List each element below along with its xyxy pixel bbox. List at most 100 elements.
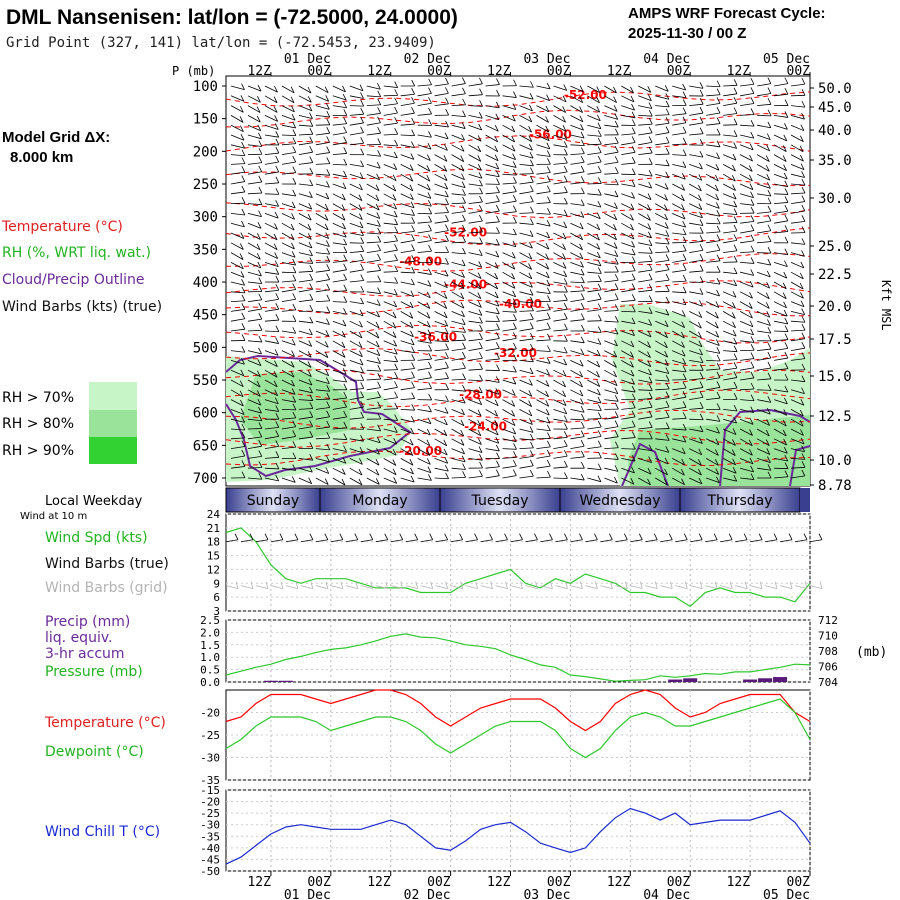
wind-barb-flag <box>664 320 669 327</box>
wind-barb-flag <box>765 429 770 437</box>
wind-barb-flag <box>530 159 534 166</box>
wind-barb-flag <box>598 314 602 321</box>
wind-barb-flag <box>309 386 313 394</box>
wind-barb-flag <box>563 141 568 148</box>
wind-barb-flag <box>530 343 534 351</box>
wind-barb <box>536 418 551 424</box>
wind-barb <box>400 320 414 329</box>
wind-barb-flag <box>496 195 500 202</box>
legend-temperature-2: Temperature (°C) <box>44 715 166 731</box>
wind-barb-10m-flag <box>758 533 763 540</box>
wind-barb <box>570 171 585 175</box>
wind-barb-flag <box>426 154 431 161</box>
wind-barb-flag <box>597 396 602 404</box>
wind-barb-flag <box>783 164 787 171</box>
wind-barb <box>536 465 551 469</box>
wind-barb-flag <box>258 450 263 457</box>
wind-barb <box>349 448 364 454</box>
g-wind-frame <box>225 513 811 612</box>
wind-barb-flag <box>596 86 601 93</box>
wind-chill-line <box>225 807 811 865</box>
wind-barb-flag <box>647 214 651 221</box>
wind-barb-flag <box>631 378 635 385</box>
wind-barb-flag <box>375 203 380 211</box>
wind-barb <box>400 398 415 400</box>
wind-barb <box>757 211 772 214</box>
wind-barb-flag <box>596 96 600 103</box>
wind-barb-flag <box>274 252 278 259</box>
wind-barb-flag <box>597 283 602 290</box>
wind-barb-flag <box>428 256 433 263</box>
wind-barb <box>706 428 720 434</box>
wind-barb <box>740 262 755 264</box>
wind-barb-flag <box>258 473 263 480</box>
wind-barb <box>621 151 636 155</box>
wind-barb <box>621 242 635 248</box>
wind-barb-flag <box>682 220 687 228</box>
wind-barb-flag <box>664 85 669 92</box>
wind-barb <box>468 418 481 427</box>
wind-barb-flag <box>750 371 755 379</box>
wind-barb-flag <box>275 325 280 332</box>
wind-barb-flag <box>716 244 721 251</box>
model-grid-label: Model Grid ΔX: <box>2 129 110 146</box>
wind-barb-flag <box>750 119 755 127</box>
wind-barb-grid <box>675 585 688 589</box>
wind-barb <box>740 340 755 343</box>
wind-barb <box>281 417 296 420</box>
wind-barb-flag <box>377 227 382 235</box>
wind-barb-flag <box>343 273 347 280</box>
wind-barb <box>349 340 363 349</box>
wind-barb <box>638 279 653 283</box>
wind-barb <box>485 466 500 469</box>
wind-barb-flag <box>596 223 601 230</box>
wind-barb <box>434 458 448 464</box>
wind-barb-flag <box>409 449 414 456</box>
wind-barb <box>790 144 804 153</box>
wind-barb <box>570 144 585 147</box>
wind-barb-flag <box>716 117 721 124</box>
wind-barb <box>790 115 805 120</box>
wind-barb <box>790 301 805 308</box>
y-tick-label: 3 <box>213 605 220 618</box>
wind-barb-10m <box>525 539 538 543</box>
wind-barb-flag <box>462 247 466 255</box>
wind-barb-flag <box>411 97 415 104</box>
wind-barb <box>417 438 431 447</box>
wind-barb-flag <box>665 446 670 453</box>
wind-barb-flag <box>580 211 585 218</box>
wind-barb <box>298 222 312 231</box>
wind-barb-flag <box>478 386 483 393</box>
wind-barb <box>247 262 261 269</box>
wind-barb-flag <box>528 252 533 260</box>
wind-barb-flag <box>714 459 719 466</box>
precip-bar <box>668 679 683 682</box>
wind-barb-flag <box>530 81 534 88</box>
wind-barb <box>604 379 618 386</box>
wind-barb <box>281 193 296 197</box>
wind-barb <box>621 389 636 393</box>
wind-barb-flag <box>733 404 738 412</box>
wind-barb-flag <box>292 395 297 403</box>
wind-barb <box>230 379 244 388</box>
wind-barb-grid-flag <box>430 581 434 589</box>
wind-barb-flag <box>579 233 584 240</box>
wind-barb-flag <box>733 255 738 263</box>
wind-barb <box>264 289 279 293</box>
wind-barb <box>349 458 363 465</box>
wind-barb-flag <box>326 420 331 428</box>
y-tick-label: -30 <box>200 752 220 765</box>
wind-barb-flag <box>292 177 297 185</box>
wind-barb <box>536 291 551 295</box>
wind-barb-flag <box>801 453 806 460</box>
wind-barb <box>502 144 516 152</box>
wind-barb-flag <box>443 429 448 436</box>
wind-barb-flag <box>325 232 330 239</box>
wind-barb <box>740 203 755 206</box>
wind-barb-flag <box>545 105 550 113</box>
wind-barb <box>519 271 533 280</box>
wind-barb-flag <box>392 311 397 319</box>
wind-barb <box>366 104 381 106</box>
wind-barb <box>672 164 686 168</box>
